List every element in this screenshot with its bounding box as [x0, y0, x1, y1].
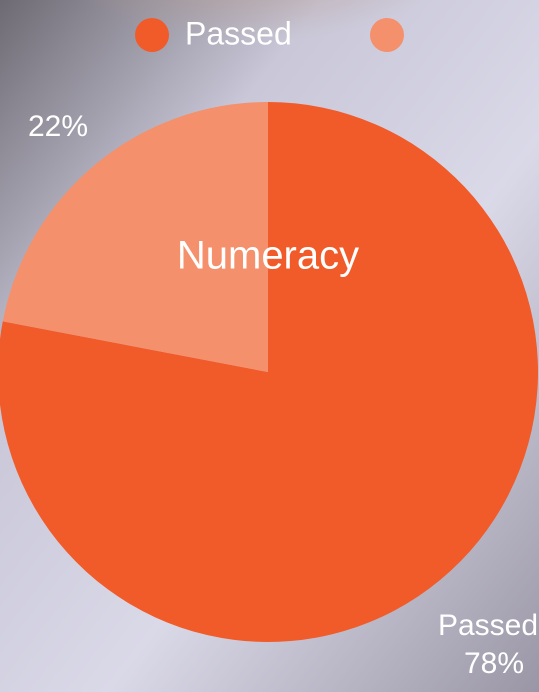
- pie-slice: [0, 102, 538, 642]
- legend-swatch: [370, 18, 404, 52]
- legend-swatch: [135, 18, 169, 52]
- slice-value-label: 78%: [464, 647, 524, 680]
- legend-label: Passed: [185, 15, 292, 51]
- slice-category-label: Passed: [438, 609, 538, 642]
- pie: [0, 102, 538, 642]
- pie-slice: [2, 102, 269, 372]
- chart-title: Numeracy: [177, 234, 359, 278]
- slice-value-label: 22%: [28, 110, 88, 143]
